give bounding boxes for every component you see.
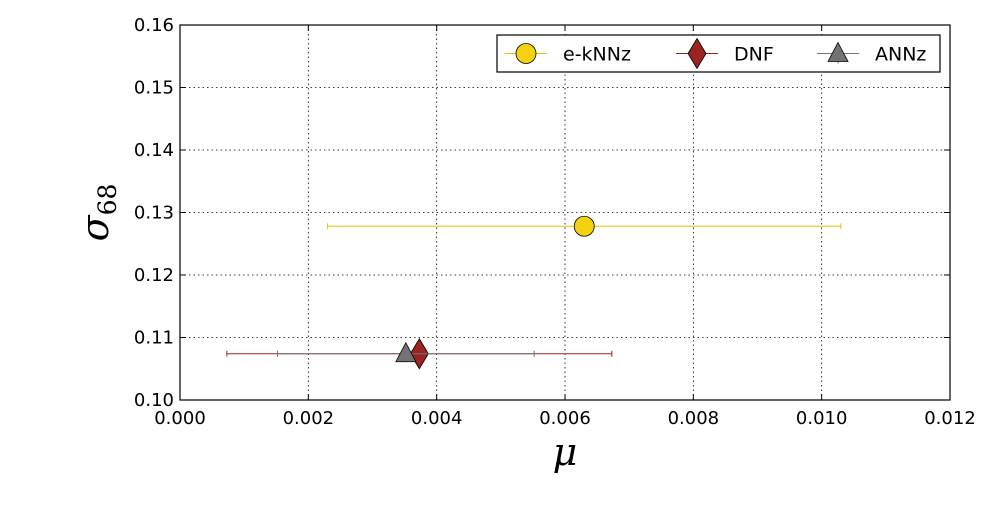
legend-marker bbox=[515, 43, 537, 64]
data-point bbox=[573, 215, 595, 237]
y-tick-label: 0.16 bbox=[134, 15, 174, 36]
legend-entry-e-knnz: e-kNNz bbox=[505, 43, 631, 66]
x-tick-label: 0.002 bbox=[283, 408, 335, 429]
x-tick-label: 0.004 bbox=[411, 408, 463, 429]
legend-label: e-kNNz bbox=[563, 44, 631, 66]
series-annz bbox=[277, 341, 535, 363]
x-tick-label: 0.012 bbox=[924, 408, 976, 429]
y-tick-label: 0.13 bbox=[134, 203, 174, 224]
data-series bbox=[226, 215, 842, 370]
y-tick-label: 0.14 bbox=[134, 140, 174, 161]
legend-label: ANNz bbox=[875, 44, 926, 66]
legend-entry-annz: ANNz bbox=[817, 41, 926, 66]
y-axis-label-symbol: σ bbox=[73, 214, 117, 241]
y-axis-label-subscript: 68 bbox=[93, 184, 122, 216]
y-tick-label: 0.15 bbox=[134, 78, 174, 99]
legend-marker bbox=[687, 37, 707, 70]
y-tick-label: 0.10 bbox=[134, 390, 174, 411]
data-point bbox=[395, 341, 417, 363]
axis-ticks: 0.000 0.002 0.004 0.006 0.008 0.010 0.012 0.10 0… bbox=[134, 15, 976, 429]
legend-box bbox=[496, 34, 941, 73]
x-tick-label: 0.010 bbox=[796, 408, 848, 429]
legend-entry-dnf: DNF bbox=[676, 37, 774, 70]
legend-label: DNF bbox=[734, 44, 774, 66]
x-tick-label: 0.006 bbox=[539, 408, 591, 429]
y-tick-label: 0.12 bbox=[134, 265, 174, 286]
x-axis-label: μ bbox=[553, 430, 578, 474]
x-tick-label: 0.008 bbox=[668, 408, 720, 429]
legend: e-kNNz DNF ANNz bbox=[496, 34, 941, 73]
x-tick-label: 0.000 bbox=[154, 408, 206, 429]
y-axis-label: σ68 bbox=[73, 184, 122, 242]
y-tick-label: 0.11 bbox=[134, 328, 174, 349]
series-e-knnz bbox=[327, 215, 842, 237]
legend-marker bbox=[827, 41, 849, 62]
